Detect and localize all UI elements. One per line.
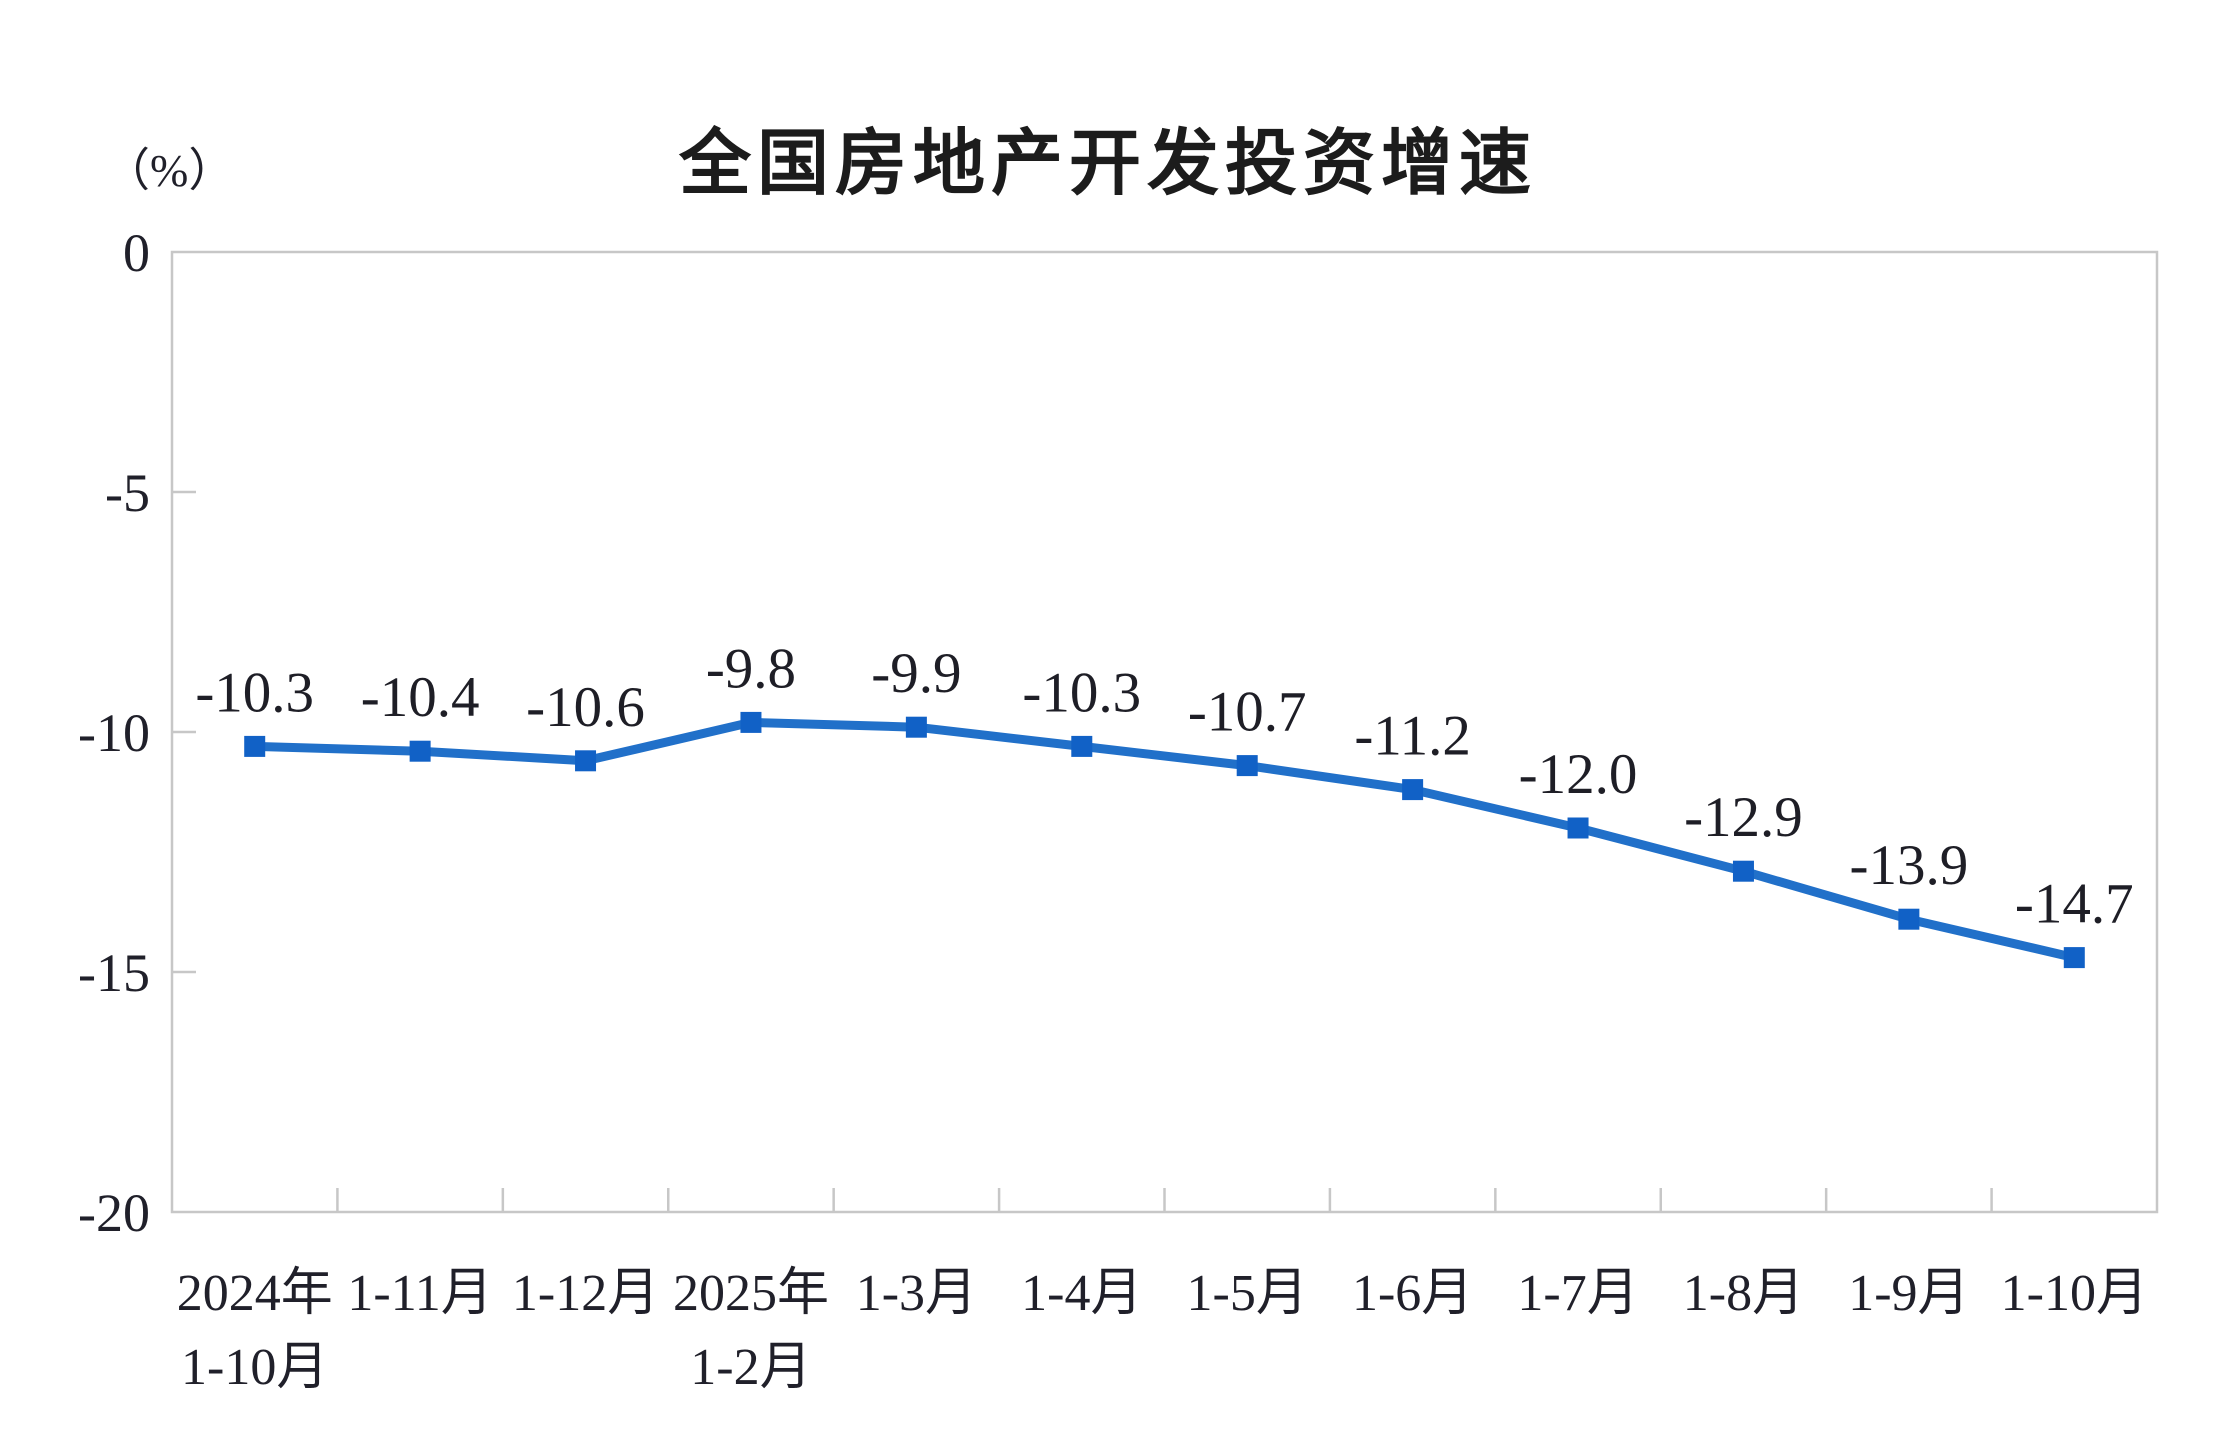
data-point-marker (409, 740, 431, 762)
y-axis-tick-label: -15 (78, 943, 150, 1003)
data-point-marker (1567, 817, 1589, 839)
x-axis-label: 1-7月 (1517, 1265, 1638, 1322)
y-axis-tick-label: -10 (78, 703, 150, 763)
data-point-marker (244, 735, 266, 757)
x-axis-label: 1-10月 (2001, 1265, 2148, 1322)
data-point-marker (1402, 779, 1424, 801)
data-point-label: -14.7 (2015, 873, 2134, 936)
x-axis-label: 1-12月 (512, 1265, 659, 1322)
data-point-marker (740, 711, 762, 733)
data-point-label: -12.0 (1519, 743, 1638, 806)
data-point-marker (905, 716, 927, 738)
data-point-marker (2063, 947, 2085, 969)
data-point-label: -10.4 (361, 666, 480, 729)
data-point-marker (1071, 735, 1093, 757)
x-axis-label: 1-4月 (1021, 1265, 1142, 1322)
data-point-label: -9.9 (871, 642, 961, 705)
x-axis-label: 1-10月 (181, 1339, 328, 1396)
plot-area-border (170, 250, 2159, 1214)
data-point-marker (1732, 860, 1754, 882)
y-axis-tick-label: -20 (78, 1183, 150, 1243)
x-axis-label: 1-11月 (347, 1265, 492, 1322)
data-point-label: -12.9 (1684, 786, 1803, 849)
x-axis-label: 2024年 (177, 1265, 333, 1322)
x-axis-label: 1-9月 (1848, 1265, 1969, 1322)
x-axis-label: 2025年 (673, 1265, 829, 1322)
y-axis-tick-label: -5 (105, 463, 150, 523)
data-point-marker (1898, 908, 1920, 930)
data-point-label: -9.8 (706, 637, 796, 700)
y-axis-unit-label: （%） (104, 145, 235, 196)
data-point-label: -11.2 (1354, 705, 1471, 768)
x-axis-label: 1-5月 (1187, 1265, 1308, 1322)
data-point-label: -10.3 (195, 661, 314, 724)
x-axis-label: 1-6月 (1352, 1265, 1473, 1322)
data-point-marker (1236, 755, 1258, 777)
x-axis-label: 1-2月 (690, 1339, 811, 1396)
x-axis-label: 1-8月 (1683, 1265, 1804, 1322)
x-axis-label: 1-3月 (856, 1265, 977, 1322)
y-axis-tick-label: 0 (123, 223, 150, 283)
data-point-label: -10.7 (1188, 681, 1307, 744)
data-point-label: -13.9 (1850, 834, 1969, 897)
data-point-label: -10.6 (526, 676, 645, 739)
chart-title: 全国房地产开发投资增速 (678, 124, 1537, 204)
data-line (250, 717, 2079, 963)
data-point-label: -10.3 (1022, 661, 1141, 724)
data-point-marker (575, 750, 597, 772)
